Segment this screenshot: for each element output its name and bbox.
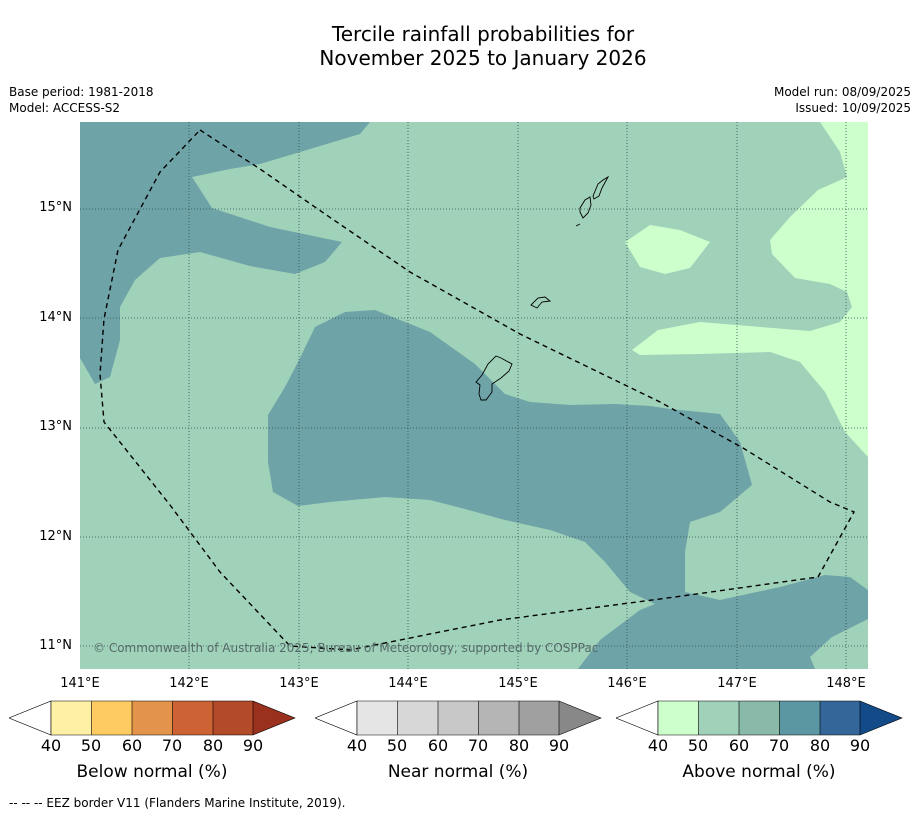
legend-above-swatch-2 [698,701,739,735]
eez-footnote: -- -- -- EEZ border V11 (Flanders Marine… [9,796,346,810]
legend-below-swatch-4 [172,701,213,735]
legend-below-swatch-5 [213,701,253,735]
legend-below-title: Below normal (%) [76,762,228,782]
legend-below-tick-80: 80 [202,736,224,755]
meta-left: Base period: 1981-2018 Model: ACCESS-S2 [9,84,154,116]
legend-below-tick-70: 70 [161,736,183,755]
legend-near-tick-60: 60 [427,736,449,755]
legend-near-tick-40: 40 [346,736,368,755]
base-period: Base period: 1981-2018 [9,85,154,99]
region-above-40-50-island [625,225,710,274]
legend-below-tick-40: 40 [40,736,62,755]
legend-near-swatch-1 [357,701,398,735]
legend-above-tick-90: 90 [849,736,871,755]
legend-above-tick-60: 60 [728,736,750,755]
graticule [80,122,868,669]
legend-near-swatch-2 [397,701,438,735]
lon-label-145e: 145°E [498,676,538,691]
legend-near-tick-90: 90 [548,736,570,755]
lat-label-13n: 13°N [39,419,72,434]
legend-near-swatch-5 [519,701,559,735]
copyright-notice: © Commonwealth of Australia 2025, Bureau… [93,641,599,655]
legend-below-outline [50,700,296,736]
legend-above-outline [657,700,903,736]
legend-above-swatch-4 [779,701,820,735]
islands [475,175,610,401]
legend-below-arrow-high [253,701,295,735]
island-rota [530,296,552,309]
lon-label-146e: 146°E [607,676,647,691]
issued-date: Issued: 10/09/2025 [795,101,911,115]
lat-label-11n: 11°N [39,638,72,653]
lon-label-143e: 143°E [279,676,319,691]
legend-above-tick-70: 70 [768,736,790,755]
model-run: Model run: 08/09/2025 [773,85,911,99]
legend-near-normal [315,700,602,736]
legend-above-swatch-3 [739,701,780,735]
region-above-70-80-south [578,575,868,669]
lon-label-144e: 144°E [388,676,428,691]
legend-above-tick-40: 40 [647,736,669,755]
island-tinian [579,196,592,219]
legend-near-title: Near normal (%) [387,762,529,782]
island-saipan [592,175,610,200]
legend-above-swatch-1 [658,701,699,735]
region-above-70-80-northwest [80,122,370,384]
lat-label-12n: 12°N [39,529,72,544]
legend-near-arrow-high [559,701,601,735]
legend-below-arrow-low [9,700,52,736]
legend-below-tick-60: 60 [121,736,143,755]
legend-near-tick-80: 80 [508,736,530,755]
lat-label-15n: 15°N [39,200,72,215]
meta-right: Model run: 08/09/2025 Issued: 10/09/2025 [774,84,911,116]
legend-above-dividers [698,701,861,735]
lon-label-141e: 141°E [60,676,100,691]
lat-label-14n: 14°N [39,310,72,325]
island-aguijan [575,223,581,227]
legend-near-dividers [397,701,560,735]
legend-below-normal [9,700,296,736]
model-name: Model: ACCESS-S2 [9,101,121,115]
map-svg [80,122,868,669]
legend-near-tick-50: 50 [386,736,408,755]
legend-above-tick-80: 80 [809,736,831,755]
legend-below-swatch-1 [51,701,92,735]
legend-below-tick-50: 50 [80,736,102,755]
legend-near-swatch-3 [438,701,479,735]
lon-label-142e: 142°E [169,676,209,691]
map-panel [80,122,868,669]
legend-near-swatch-4 [478,701,519,735]
region-above-40-50-east [632,122,868,457]
region-above-70-80-central [268,310,752,604]
legend-above-arrow-low [616,700,659,736]
legend-above-swatch-5 [820,701,860,735]
legend-above-tick-50: 50 [687,736,709,755]
legend-below-tick-90: 90 [242,736,264,755]
lon-label-147e: 147°E [717,676,757,691]
legend-above-arrow-high [860,701,902,735]
legend-near-outline [356,700,602,736]
legend-below-dividers [91,701,254,735]
legend-near-arrow-low [315,700,358,736]
eez-border [99,129,855,651]
legend-below-swatch-2 [91,701,132,735]
title-line-1: Tercile rainfall probabilities for [331,22,635,46]
chart-title: Tercile rainfall probabilities for Novem… [0,22,919,70]
legend-above-normal [616,700,903,736]
legend-above-title: Above normal (%) [682,762,836,782]
island-guam [475,355,513,401]
title-line-2: November 2025 to January 2026 [319,46,647,70]
legend-below-swatch-3 [132,701,173,735]
legend-near-tick-70: 70 [467,736,489,755]
lon-label-148e: 148°E [826,676,866,691]
